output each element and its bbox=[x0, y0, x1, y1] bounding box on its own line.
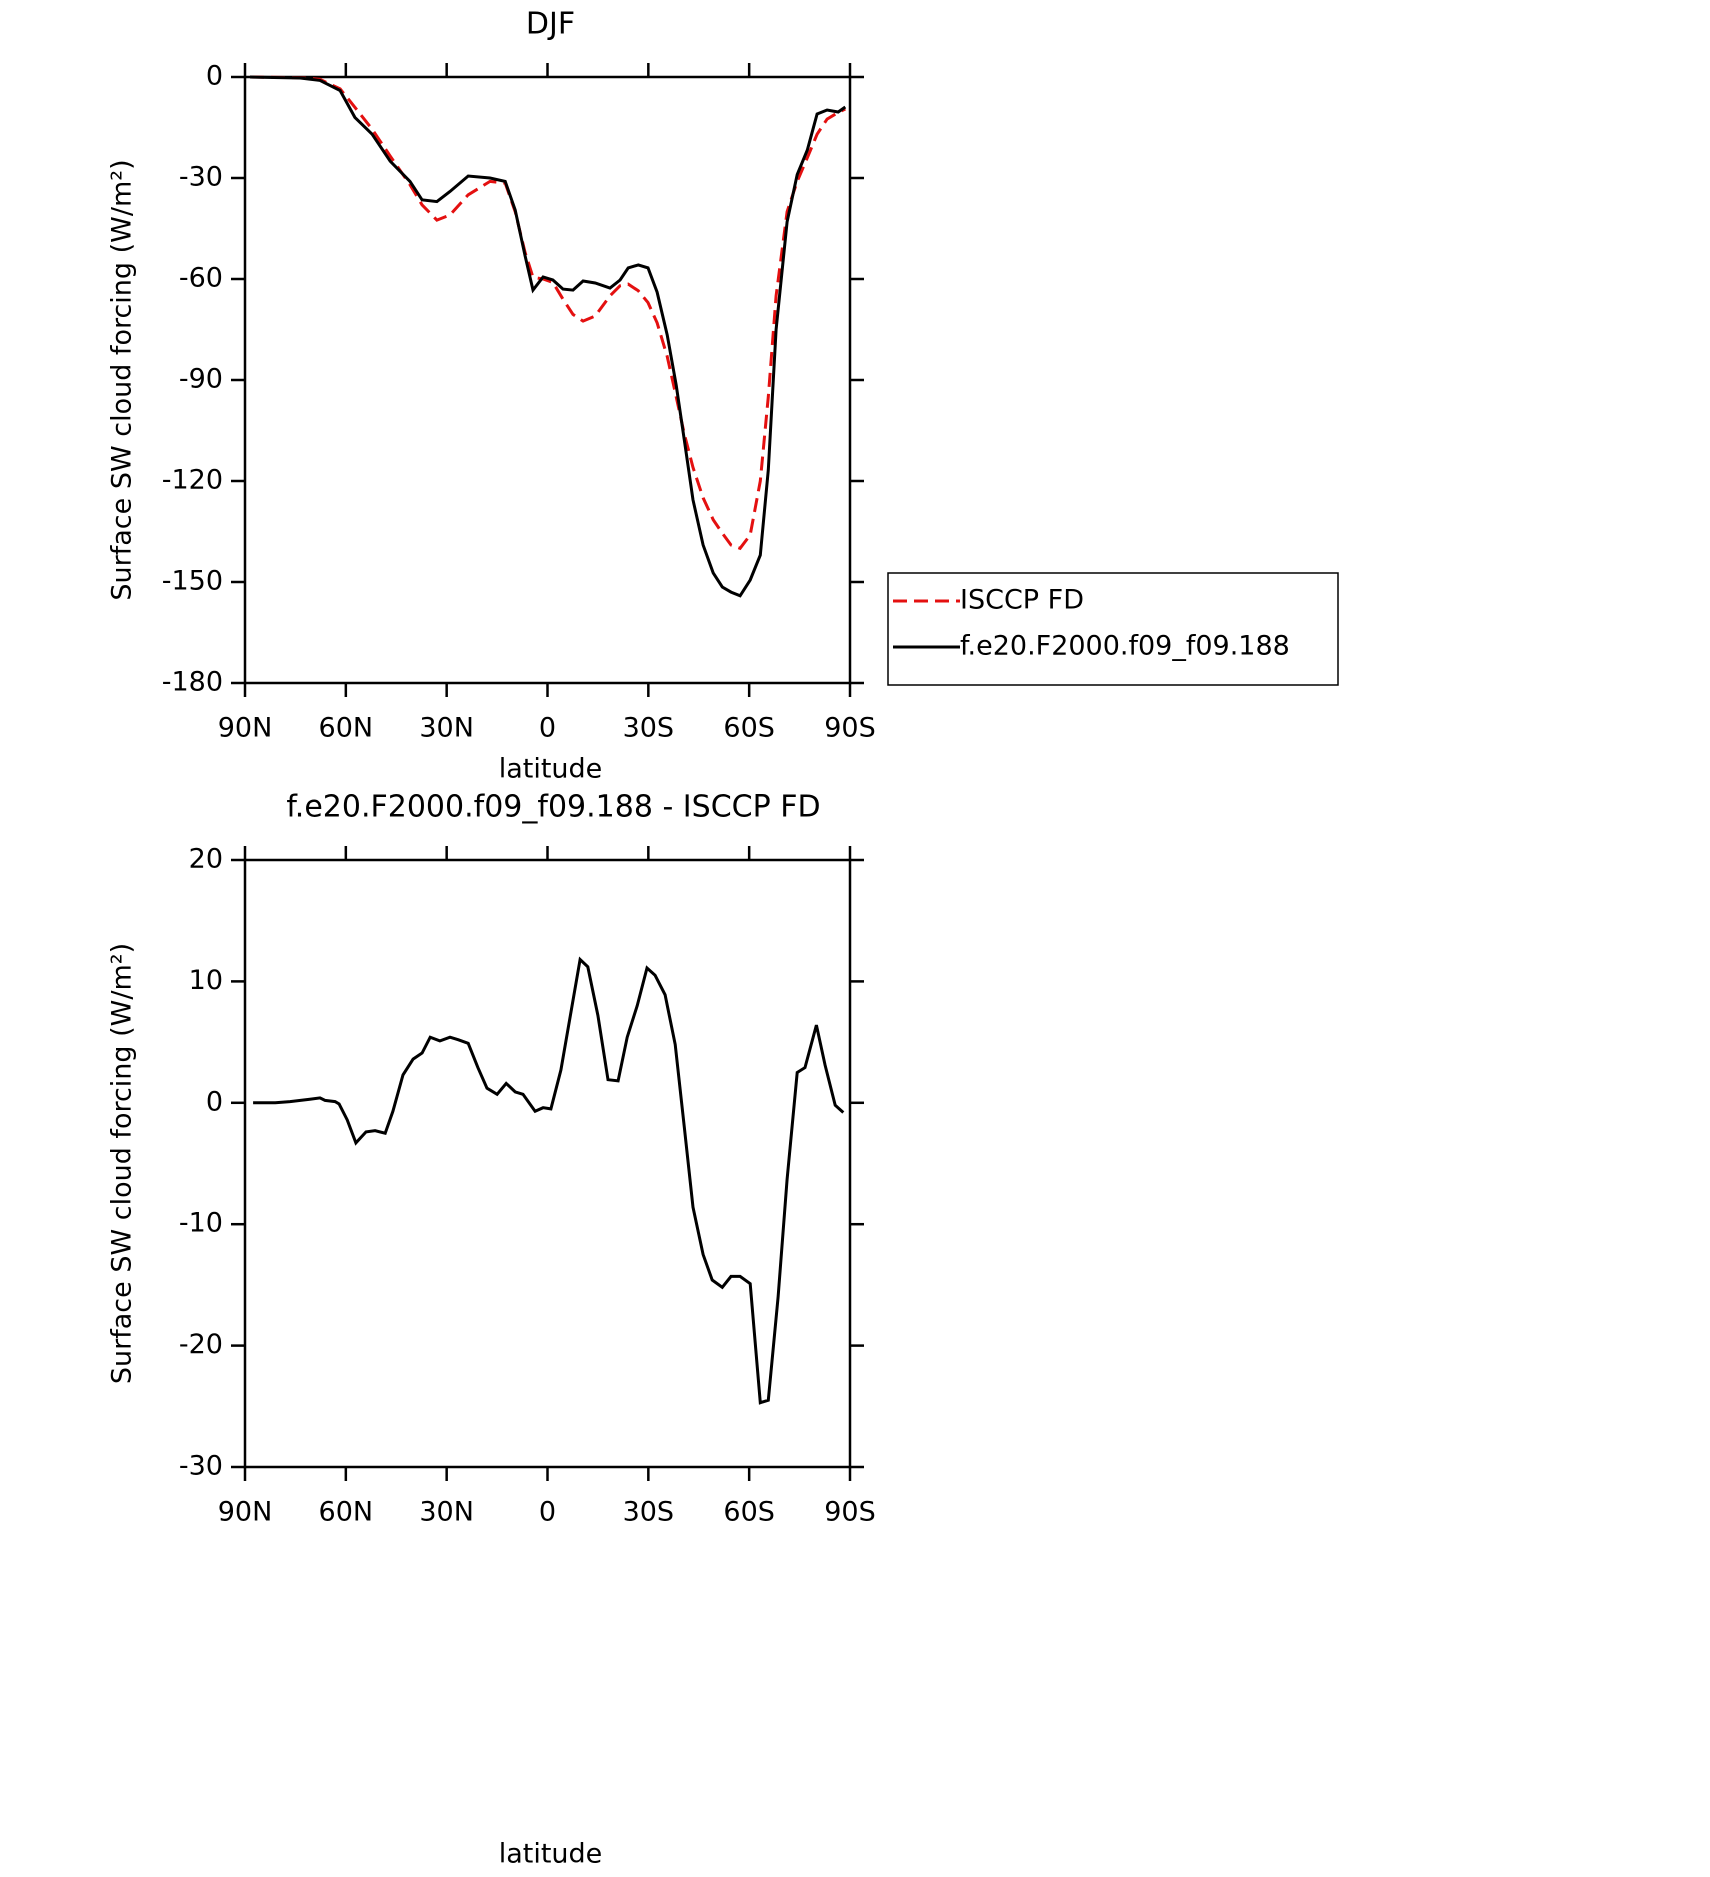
x-tick-label: 30S bbox=[623, 1497, 675, 1528]
x-tick-label: 90N bbox=[218, 713, 273, 744]
y-tick-label: -30 bbox=[179, 162, 223, 193]
x-axis-label: latitude bbox=[499, 754, 603, 785]
chart-title: f.e20.F2000.f09_f09.188 - ISCCP FD bbox=[286, 790, 820, 825]
x-tick-label: 30S bbox=[623, 713, 675, 744]
x-tick-label: 30N bbox=[419, 1497, 474, 1528]
y-tick-label: -30 bbox=[179, 1451, 223, 1482]
legend-box bbox=[887, 572, 1339, 686]
legend-label: ISCCP FD bbox=[960, 585, 1084, 616]
y-tick-label: -10 bbox=[179, 1208, 223, 1239]
x-tick-label: 90S bbox=[824, 713, 876, 744]
chart-title: DJF bbox=[526, 7, 575, 42]
x-tick-label: 0 bbox=[539, 1497, 556, 1528]
y-tick-label: 0 bbox=[206, 1086, 223, 1117]
x-tick-label: 30N bbox=[419, 713, 474, 744]
y-tick-label: 10 bbox=[189, 965, 223, 996]
y-tick-label: 20 bbox=[189, 844, 223, 875]
data-line bbox=[249, 75, 847, 598]
y-tick-label: -60 bbox=[179, 263, 223, 294]
y-tick-label: -20 bbox=[179, 1329, 223, 1360]
x-axis-label: latitude bbox=[499, 1839, 603, 1870]
y-tick-label: 0 bbox=[206, 61, 223, 92]
data-line bbox=[253, 956, 845, 1405]
x-tick-label: 60S bbox=[723, 1497, 775, 1528]
x-tick-label: 90N bbox=[218, 1497, 273, 1528]
x-tick-label: 60N bbox=[319, 1497, 374, 1528]
x-tick-label: 60S bbox=[723, 713, 775, 744]
legend-label: f.e20.F2000.f09_f09.188 bbox=[960, 631, 1290, 662]
y-axis-label: Surface SW cloud forcing (W/m²) bbox=[107, 159, 138, 600]
x-tick-label: 90S bbox=[824, 1497, 876, 1528]
x-tick-label: 0 bbox=[539, 713, 556, 744]
y-tick-label: -120 bbox=[162, 465, 223, 496]
y-axis-label: Surface SW cloud forcing (W/m²) bbox=[107, 943, 138, 1384]
data-line bbox=[249, 75, 846, 551]
y-tick-label: -180 bbox=[162, 667, 223, 698]
x-tick-label: 60N bbox=[319, 713, 374, 744]
y-tick-label: -90 bbox=[179, 364, 223, 395]
plot-frame bbox=[243, 75, 852, 685]
y-tick-label: -150 bbox=[162, 566, 223, 597]
